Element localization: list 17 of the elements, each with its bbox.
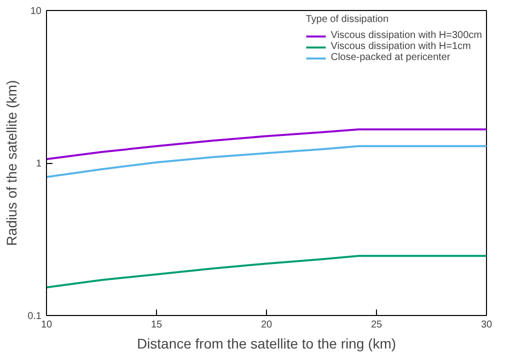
x-tick-label: 15 xyxy=(150,320,162,330)
legend-title: Type of dissipation xyxy=(306,14,390,25)
y-tick-label: 1 xyxy=(36,158,42,170)
x-tick-label: 30 xyxy=(480,320,492,330)
y-tick-label: 10 xyxy=(30,6,42,17)
x-tick-label: 20 xyxy=(260,320,272,330)
y-axis-title: Radius of the satellite (km) xyxy=(4,80,20,246)
line-series xyxy=(46,254,486,288)
legend-label: Viscous dissipation with H=1cm xyxy=(330,41,471,52)
legend-label: Viscous dissipation with H=300cm xyxy=(330,30,482,41)
legend-label: Close-packed at pericenter xyxy=(330,52,450,63)
x-tick-label: 10 xyxy=(40,320,52,330)
y-tick-label: 0.1 xyxy=(28,311,42,322)
x-tick-label: 25 xyxy=(370,320,382,330)
line-series xyxy=(46,128,486,160)
x-axis-title: Distance from the satellite to the ring (km) xyxy=(136,336,396,352)
line-series xyxy=(46,145,486,178)
